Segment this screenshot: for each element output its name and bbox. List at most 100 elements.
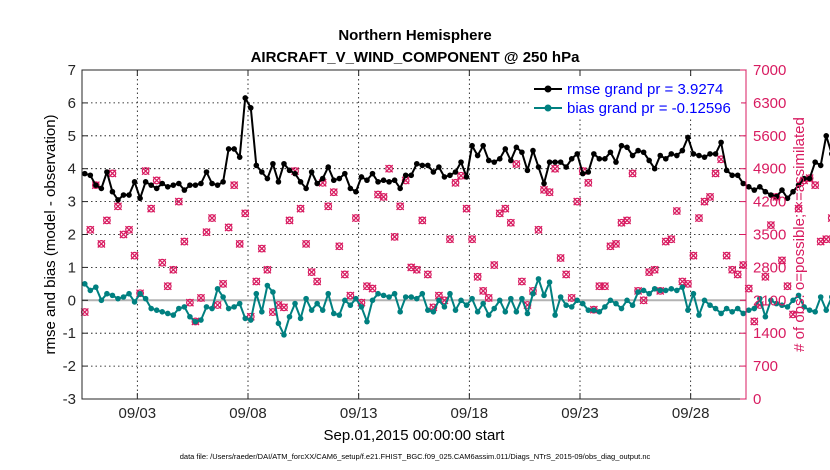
- obs-assimilated-marker: [567, 293, 576, 303]
- bias-point: [153, 307, 160, 313]
- rmse-point: [386, 179, 392, 185]
- bias-point: [768, 297, 774, 304]
- obs-count-marker: [468, 235, 477, 244]
- obs-possible-marker: [778, 256, 786, 265]
- bias-point: [81, 281, 88, 287]
- bias-point: [563, 302, 569, 309]
- obs-possible-marker: [368, 284, 377, 293]
- obs-assimilated-marker: [506, 218, 515, 227]
- bias-point: [408, 294, 415, 300]
- rmse-point: [120, 192, 127, 198]
- obs-assimilated-marker: [390, 232, 399, 241]
- obs-assimilated-marker: [102, 216, 111, 225]
- rmse-point: [303, 185, 309, 192]
- rmse-point: [524, 167, 531, 174]
- rmse-point: [790, 188, 796, 195]
- bias-point: [148, 305, 154, 312]
- obs-possible-marker: [462, 204, 471, 213]
- bias-point: [281, 332, 287, 338]
- rmse-point: [712, 151, 719, 157]
- obs-assimilated-marker: [219, 279, 228, 288]
- obs-assimilated-marker: [230, 181, 239, 190]
- obs-possible-marker: [423, 270, 432, 279]
- obs-count-marker: [241, 209, 250, 218]
- obs-possible-marker: [722, 251, 731, 260]
- obs-count-marker: [777, 256, 787, 265]
- obs-assimilated-marker: [351, 213, 360, 223]
- rmse-point: [751, 187, 758, 193]
- rmse-point: [541, 180, 547, 187]
- bias-point: [602, 304, 608, 310]
- obs-count-marker: [390, 232, 399, 241]
- obs-count-marker: [257, 244, 266, 253]
- rmse-point: [734, 172, 741, 179]
- obs-assimilated-marker: [722, 251, 731, 260]
- rmse-point: [286, 167, 293, 174]
- obs-possible-marker: [750, 317, 759, 326]
- obs-assimilated-marker: [418, 216, 427, 225]
- rmse-point: [164, 183, 171, 190]
- obs-assimilated-marker: [141, 166, 150, 176]
- bias-point: [242, 315, 249, 322]
- obs-count-marker: [329, 188, 338, 197]
- obs-possible-marker: [208, 214, 216, 222]
- obs-possible-marker: [667, 235, 676, 244]
- obs-count-marker: [783, 282, 792, 291]
- bias-point: [668, 285, 675, 292]
- rmse-point: [353, 188, 359, 195]
- bias-point: [568, 304, 575, 310]
- obs-possible-marker: [224, 223, 233, 232]
- bias-point: [247, 317, 254, 323]
- rmse-point: [768, 192, 774, 198]
- legend-bias-label: bias grand pr = -0.12596: [567, 100, 731, 117]
- obs-assimilated-marker: [313, 277, 322, 286]
- bias-point: [314, 300, 320, 307]
- bias-point: [297, 315, 304, 322]
- bias-point: [463, 302, 470, 309]
- obs-assimilated-marker: [490, 260, 499, 270]
- rmse-point: [330, 177, 337, 184]
- obs-assimilated-marker: [827, 213, 830, 223]
- bias-point: [220, 294, 226, 300]
- obs-possible-marker: [119, 230, 128, 239]
- obs-count-marker: [130, 251, 139, 260]
- obs-possible-marker: [739, 261, 748, 269]
- rmse-point: [519, 149, 525, 156]
- legend: rmse grand pr = 3.9274 bias grand pr = -…: [529, 77, 741, 117]
- rmse-point: [231, 146, 237, 152]
- obs-count-marker: [711, 169, 720, 178]
- obs-count-marker: [158, 258, 167, 267]
- bias-point: [524, 310, 531, 317]
- obs-possible-marker: [501, 204, 510, 213]
- obs-assimilated-marker: [108, 169, 117, 178]
- obs-assimilated-marker: [456, 171, 466, 180]
- obs-possible-marker: [451, 178, 460, 187]
- obs-assimilated-marker: [501, 204, 510, 213]
- y2-tick-label: 1400: [753, 325, 786, 342]
- obs-assimilated-marker: [777, 256, 787, 265]
- obs-assimilated-marker: [180, 237, 189, 246]
- obs-possible-marker: [329, 188, 338, 197]
- bias-point: [181, 304, 188, 310]
- x-tick-label: 09/08: [229, 405, 267, 422]
- bias-point: [413, 295, 420, 302]
- obs-assimilated-marker: [667, 235, 676, 244]
- obs-possible-marker: [180, 237, 189, 246]
- obs-possible-marker: [612, 239, 620, 248]
- obs-possible-marker: [152, 176, 161, 185]
- obs-count-marker: [147, 204, 156, 213]
- obs-assimilated-marker: [672, 206, 681, 216]
- obs-assimilated-marker: [241, 209, 250, 218]
- bias-point: [690, 290, 697, 297]
- rmse-point: [436, 164, 442, 170]
- obs-possible-marker: [700, 197, 709, 206]
- bias-point: [159, 309, 166, 315]
- obs-possible-marker: [263, 265, 272, 274]
- obs-count-marker: [141, 166, 150, 176]
- obs-possible-marker: [91, 181, 100, 190]
- obs-possible-marker: [706, 192, 714, 201]
- obs-assimilated-marker: [783, 282, 792, 291]
- rmse-point: [148, 182, 154, 188]
- obs-possible-marker: [650, 265, 659, 274]
